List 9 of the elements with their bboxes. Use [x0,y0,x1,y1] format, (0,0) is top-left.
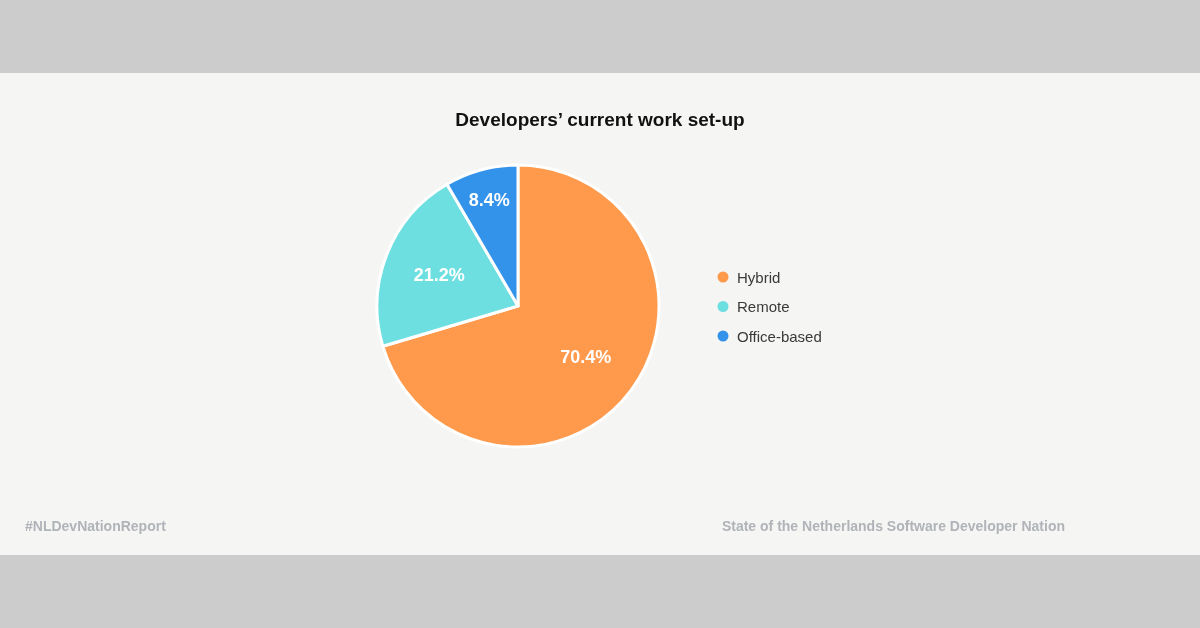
legend-label: Remote [737,298,790,315]
data-label: 8.4% [468,189,510,210]
text: #NLDevNationReport [25,518,167,534]
chart-title: Developers’ current work set-up [455,108,745,130]
legend-label: Hybrid [737,268,781,286]
text: State of the Netherlands Software Developer Nation [721,518,1065,534]
legend-label: Office-based [737,327,822,345]
data-label: 70.4% [560,346,612,367]
data-label: 21.2% [413,264,465,285]
